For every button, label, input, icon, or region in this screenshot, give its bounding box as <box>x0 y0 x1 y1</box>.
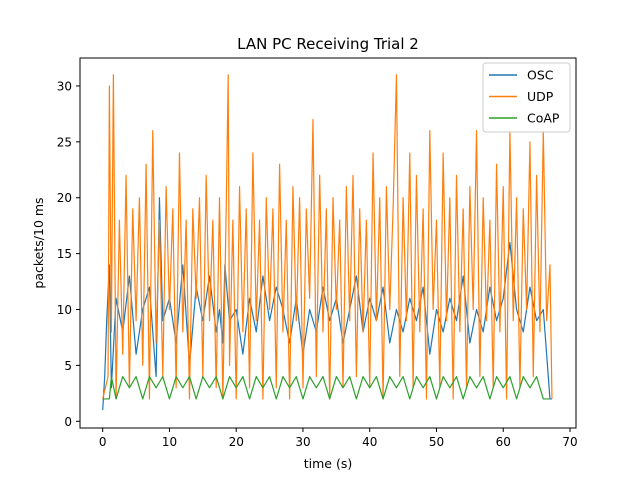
y-tick-label: 10 <box>57 303 72 317</box>
y-tick-label: 5 <box>64 359 72 373</box>
x-tick-label: 0 <box>99 435 107 449</box>
x-tick-label: 70 <box>562 435 577 449</box>
y-axis: 0 5 10 15 20 25 30 <box>57 79 80 429</box>
x-tick-label: 50 <box>429 435 444 449</box>
x-tick-label: 10 <box>162 435 177 449</box>
legend-label-udp: UDP <box>527 89 554 104</box>
legend-box <box>482 62 571 133</box>
x-axis: 0 10 20 30 40 50 60 70 <box>99 428 578 449</box>
y-tick-label: 30 <box>57 79 72 93</box>
legend-label-coap: CoAP <box>527 111 560 126</box>
y-tick-label: 25 <box>57 135 72 149</box>
legend-label-osc: OSC <box>527 68 554 83</box>
x-tick-label: 30 <box>295 435 310 449</box>
series-line-coap <box>102 375 550 400</box>
x-tick-label: 40 <box>362 435 377 449</box>
legend: OSC UDP CoAP <box>482 62 571 133</box>
y-tick-label: 20 <box>57 191 72 205</box>
plot-frame <box>79 57 577 429</box>
series-line-osc <box>102 197 552 411</box>
series-line-udp <box>102 74 553 400</box>
y-tick-label: 0 <box>64 415 72 429</box>
y-tick-label: 15 <box>57 247 72 261</box>
chart-title: LAN PC Receiving Trial 2 <box>237 35 419 53</box>
x-tick-label: 20 <box>229 435 244 449</box>
x-tick-label: 60 <box>496 435 511 449</box>
series-layer <box>102 74 553 411</box>
y-axis-label: packets/10 ms <box>31 197 46 288</box>
x-axis-label: time (s) <box>304 456 352 471</box>
